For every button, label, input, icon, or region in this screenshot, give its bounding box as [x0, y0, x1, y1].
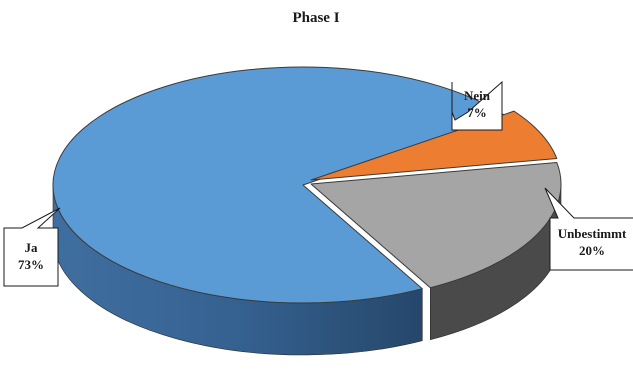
slice-label: Ja [25, 240, 39, 255]
slice-value-label: 7% [467, 105, 487, 120]
callout-ja: Ja 73% [3, 207, 61, 287]
callout-unbestimmt: Unbestimmt 20% [544, 187, 633, 271]
slice-value-label: 20% [579, 243, 605, 258]
callout-box [451, 80, 503, 131]
callout-box [3, 207, 61, 287]
callout-box [544, 187, 633, 271]
callout-nein: Nein 7% [451, 80, 503, 131]
pie-slice-unbestimmt [310, 161, 562, 289]
pie-slices [52, 66, 562, 304]
pie-slice-ja [52, 66, 507, 304]
slice-value-label: 73% [18, 257, 44, 272]
chart-title: Phase I [292, 10, 339, 26]
slice-label: Nein [464, 88, 491, 103]
pie-callouts: Ja 73% Nein 7% Unbestimmt 20% [3, 80, 633, 287]
slice-label: Unbestimmt [558, 226, 627, 241]
